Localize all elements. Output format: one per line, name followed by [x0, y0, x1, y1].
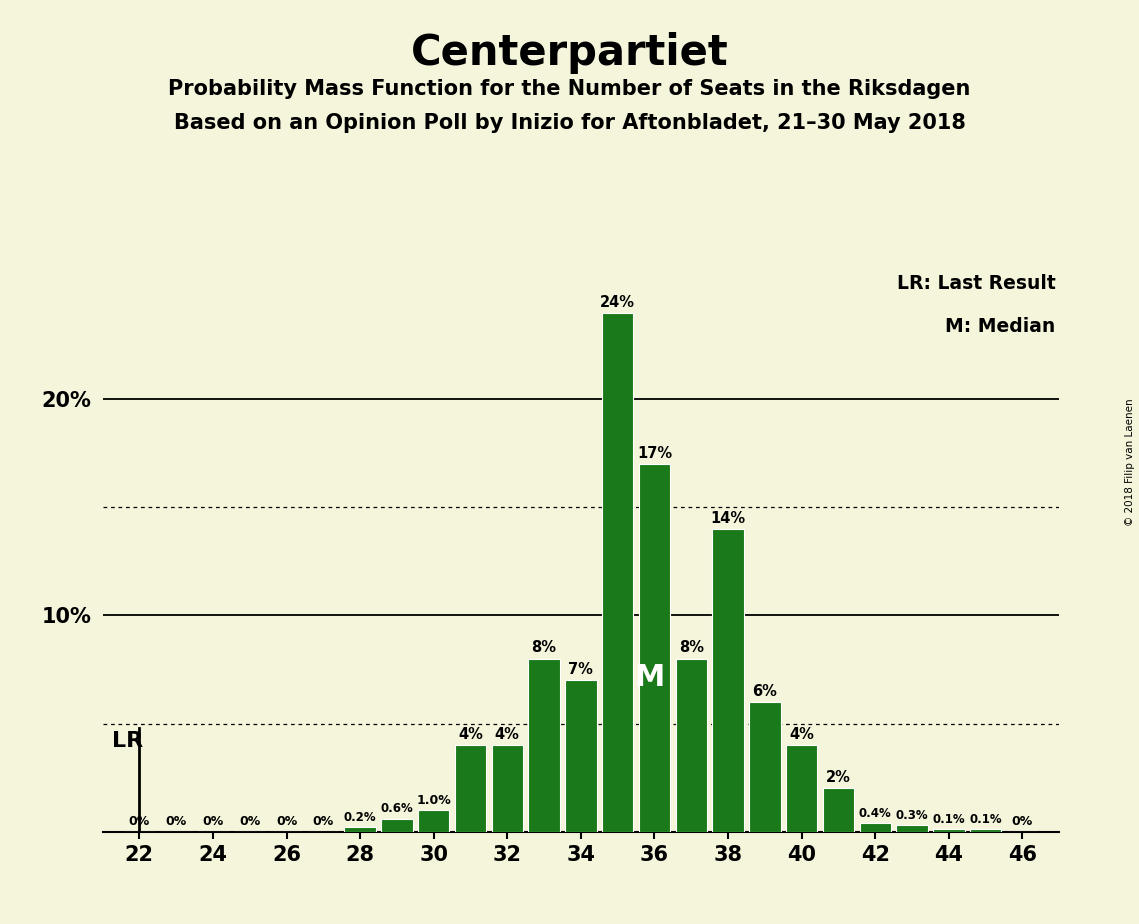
Text: 6%: 6%: [753, 684, 777, 699]
Text: Centerpartiet: Centerpartiet: [411, 32, 728, 74]
Text: Based on an Opinion Poll by Inizio for Aftonbladet, 21–30 May 2018: Based on an Opinion Poll by Inizio for A…: [173, 113, 966, 133]
Text: LR: LR: [112, 731, 142, 751]
Text: 4%: 4%: [494, 727, 519, 742]
Bar: [675, 659, 707, 832]
Text: 17%: 17%: [637, 446, 672, 461]
Text: © 2018 Filip van Laenen: © 2018 Filip van Laenen: [1125, 398, 1134, 526]
Bar: [970, 830, 1001, 832]
Text: 1.0%: 1.0%: [417, 794, 451, 807]
Text: 2%: 2%: [826, 770, 851, 785]
Text: 0.1%: 0.1%: [969, 813, 1002, 826]
Bar: [860, 823, 891, 832]
Bar: [382, 819, 412, 832]
Text: 4%: 4%: [458, 727, 483, 742]
Bar: [492, 745, 523, 832]
Bar: [528, 659, 559, 832]
Text: 4%: 4%: [789, 727, 814, 742]
Bar: [749, 702, 780, 832]
Bar: [896, 825, 928, 832]
Bar: [933, 830, 965, 832]
Text: LR: Last Result: LR: Last Result: [896, 274, 1056, 293]
Text: 0%: 0%: [1011, 815, 1033, 828]
Bar: [786, 745, 818, 832]
Bar: [565, 680, 597, 832]
Text: 8%: 8%: [532, 640, 557, 655]
Bar: [603, 312, 633, 832]
Text: 0%: 0%: [165, 815, 187, 828]
Text: 8%: 8%: [679, 640, 704, 655]
Text: M: Median: M: Median: [945, 317, 1056, 336]
Text: 0.1%: 0.1%: [933, 813, 965, 826]
Bar: [454, 745, 486, 832]
Bar: [418, 810, 449, 832]
Bar: [713, 529, 744, 832]
Text: 0%: 0%: [276, 815, 297, 828]
Bar: [639, 464, 670, 832]
Text: 14%: 14%: [711, 511, 746, 526]
Text: 24%: 24%: [600, 295, 636, 310]
Text: 0%: 0%: [239, 815, 261, 828]
Text: 0.6%: 0.6%: [380, 802, 413, 815]
Text: Probability Mass Function for the Number of Seats in the Riksdagen: Probability Mass Function for the Number…: [169, 79, 970, 99]
Text: M: M: [633, 663, 664, 692]
Text: 0.3%: 0.3%: [895, 808, 928, 821]
Bar: [344, 827, 376, 832]
Text: 0.2%: 0.2%: [344, 811, 376, 824]
Text: 0%: 0%: [313, 815, 334, 828]
Text: 7%: 7%: [568, 662, 593, 677]
Text: 0.4%: 0.4%: [859, 807, 892, 820]
Text: 0%: 0%: [203, 815, 223, 828]
Bar: [822, 788, 854, 832]
Text: 0%: 0%: [129, 815, 150, 828]
